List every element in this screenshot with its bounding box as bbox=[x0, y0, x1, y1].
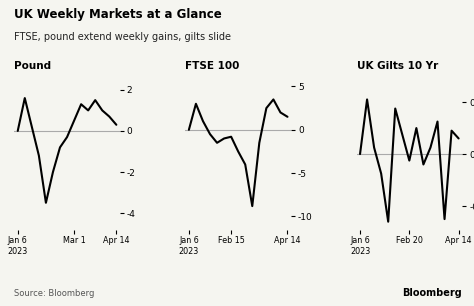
Text: UK Gilts 10 Yr: UK Gilts 10 Yr bbox=[356, 61, 438, 71]
Text: UK Weekly Markets at a Glance: UK Weekly Markets at a Glance bbox=[14, 8, 222, 21]
Text: Pound: Pound bbox=[14, 61, 51, 71]
Text: FTSE, pound extend weekly gains, gilts slide: FTSE, pound extend weekly gains, gilts s… bbox=[14, 32, 231, 42]
Text: Bloomberg: Bloomberg bbox=[402, 288, 462, 298]
Text: Source: Bloomberg: Source: Bloomberg bbox=[14, 289, 95, 298]
Text: FTSE 100: FTSE 100 bbox=[185, 61, 240, 71]
